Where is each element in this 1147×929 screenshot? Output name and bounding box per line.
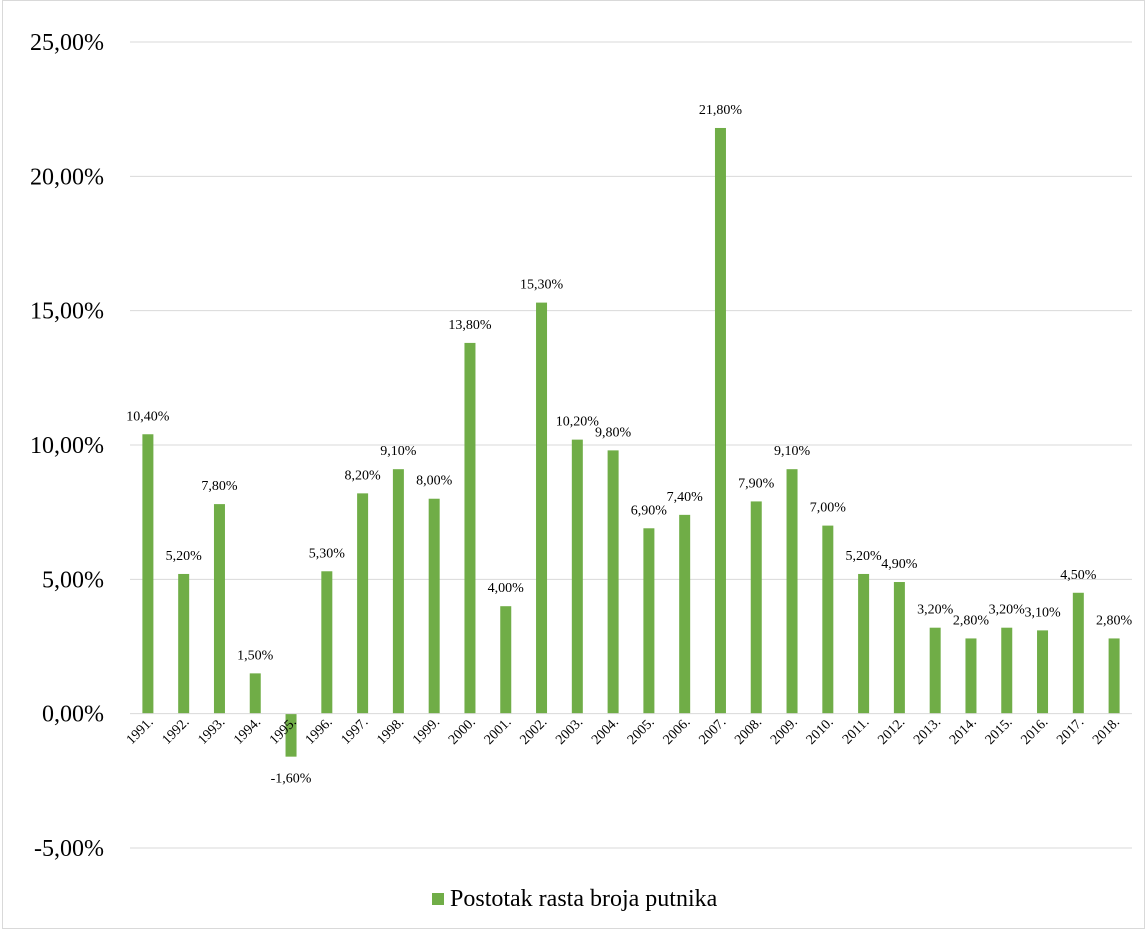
x-tick-label: 2004.: [589, 715, 622, 748]
x-tick-label: 2006.: [661, 715, 694, 748]
x-tick-label: 1993.: [195, 715, 228, 748]
bar: [249, 673, 261, 714]
bar: [428, 498, 440, 714]
bar: [321, 571, 333, 714]
data-label: 3,20%: [917, 603, 954, 618]
x-tick-label: 2007.: [696, 715, 729, 748]
bar: [1072, 592, 1084, 714]
data-label: 4,00%: [488, 581, 525, 596]
x-tick-label: 1994.: [231, 715, 264, 748]
x-tick-label: 1997.: [339, 715, 372, 748]
data-label: 1,50%: [237, 648, 274, 663]
bar: [679, 514, 691, 714]
x-tick-label: 2000.: [446, 715, 479, 748]
bar: [464, 342, 476, 714]
data-label: 6,90%: [631, 503, 668, 518]
bar: [643, 528, 655, 714]
data-label: 9,80%: [595, 425, 632, 440]
bar: [750, 501, 762, 714]
data-label: 8,20%: [345, 468, 382, 483]
y-tick-label: 25,00%: [30, 30, 104, 56]
x-tick-label: 1999.: [410, 715, 443, 748]
bar: [929, 627, 941, 714]
bar: [1037, 630, 1049, 714]
x-tick-label: 2003.: [553, 715, 586, 748]
x-axis-tick-labels: 1991. 1992. 1993. 1994. 1995. 1996. 1997. 1998.…: [124, 715, 1123, 748]
x-tick-label: 2002.: [517, 715, 550, 748]
gridlines: [130, 41, 1132, 849]
data-label: 10,40%: [126, 409, 170, 424]
data-label: 7,80%: [201, 479, 238, 494]
bar: [500, 606, 512, 714]
x-tick-label: 2013.: [911, 715, 944, 748]
y-tick-label: -5,00%: [34, 836, 104, 862]
x-tick-label: 2011.: [840, 715, 873, 748]
legend-label: Postotak rasta broja putnika: [450, 886, 718, 912]
bar: [893, 582, 905, 714]
data-label: 13,80%: [448, 318, 492, 333]
x-tick-label: 1998.: [374, 715, 407, 748]
bar: [142, 434, 154, 714]
bar: [285, 713, 297, 757]
bar: [786, 469, 798, 714]
x-tick-label: 2018.: [1090, 715, 1123, 748]
data-label: 7,00%: [810, 501, 847, 516]
bar: [858, 573, 870, 714]
x-tick-label: 2005.: [625, 715, 658, 748]
y-tick-label: 10,00%: [30, 433, 104, 459]
bar: [357, 493, 369, 714]
data-label: 10,20%: [556, 415, 600, 430]
data-label: 8,00%: [416, 474, 453, 489]
data-label: 3,20%: [989, 603, 1026, 618]
y-tick-label: 0,00%: [42, 702, 104, 728]
bar: [178, 573, 190, 714]
x-tick-label: 2012.: [875, 715, 908, 748]
x-tick-label: 2010.: [804, 715, 837, 748]
bar: [714, 127, 726, 714]
x-tick-label: 2017.: [1054, 715, 1087, 748]
data-label: 3,10%: [1024, 605, 1061, 620]
legend-swatch: [432, 893, 444, 905]
x-tick-label: 2008.: [732, 715, 765, 748]
x-tick-label: 2016.: [1018, 715, 1051, 748]
y-tick-label: 5,00%: [42, 567, 104, 593]
bar: [965, 638, 977, 714]
bar: [607, 450, 619, 714]
legend: Postotak rasta broja putnika: [432, 884, 717, 914]
data-label: 21,80%: [699, 103, 743, 118]
bar: [1001, 627, 1013, 714]
data-label: 2,80%: [953, 613, 990, 628]
x-tick-label: 1991.: [124, 715, 157, 748]
data-label: 7,90%: [738, 476, 775, 491]
data-label: -1,60%: [271, 772, 312, 787]
x-tick-label: 2009.: [768, 715, 801, 748]
data-label: 5,20%: [846, 549, 883, 564]
data-labels: 10,40% 5,20% 7,80% 1,50% -1,60% 5,30% 8,20% 9,1…: [126, 103, 1132, 787]
bar: [213, 504, 225, 714]
bar: [392, 469, 404, 714]
bar: [536, 302, 548, 714]
x-tick-label: 2001.: [482, 715, 515, 748]
data-label: 5,30%: [309, 546, 346, 561]
data-label: 15,30%: [520, 278, 564, 293]
data-label: 5,20%: [166, 549, 203, 564]
data-label: 9,10%: [774, 444, 811, 459]
x-tick-label: 2014.: [947, 715, 980, 748]
bar: [1108, 638, 1120, 714]
y-tick-label: 15,00%: [30, 299, 104, 325]
x-tick-label: 1996.: [303, 715, 336, 748]
data-label: 7,40%: [667, 490, 704, 505]
data-label: 4,90%: [881, 557, 918, 572]
data-label: 9,10%: [380, 444, 417, 459]
y-tick-label: 20,00%: [30, 164, 104, 190]
bar: [822, 525, 834, 714]
data-label: 4,50%: [1060, 568, 1097, 583]
y-axis-tick-labels: -5,00% 0,00% 5,00% 10,00% 15,00% 20,00% 25,00%: [30, 30, 104, 862]
x-tick-label: 2015.: [983, 715, 1016, 748]
x-tick-label: 1992.: [160, 715, 193, 748]
bars: [142, 127, 1120, 757]
data-label: 2,80%: [1096, 613, 1133, 628]
bar: [571, 439, 583, 714]
